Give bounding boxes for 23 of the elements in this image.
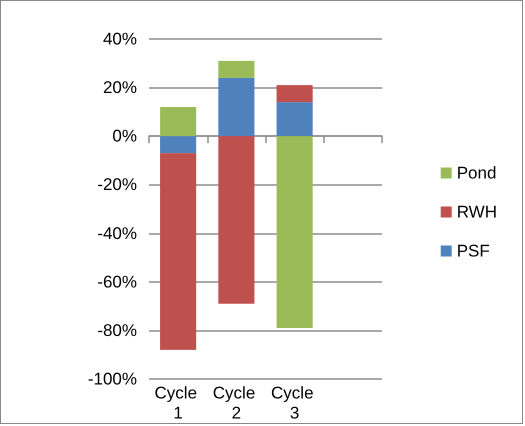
y-tick-label: -80% (97, 320, 137, 340)
legend-label: PSF (456, 242, 490, 260)
bar (218, 60, 254, 78)
y-tick-label: 0% (112, 126, 137, 146)
y-tick-label: -40% (97, 224, 137, 243)
x-tick-label: Cycle 1 (154, 384, 202, 422)
legend-label: Pond (456, 164, 496, 182)
bar (276, 85, 313, 102)
bar (160, 153, 196, 350)
legend-label: RWH (456, 202, 498, 222)
bar (276, 102, 313, 136)
y-tick-label: -60% (97, 272, 137, 292)
bar (218, 78, 254, 136)
bar (276, 136, 313, 328)
y-tick-label: -100% (88, 370, 137, 388)
x-tick-label: Cycle 3 (271, 384, 318, 422)
bar (160, 136, 196, 154)
bar (218, 136, 254, 304)
y-tick-label: 40% (102, 30, 137, 48)
y-tick-label: -20% (97, 175, 137, 194)
x-tick-label: Cycle 2 (212, 384, 260, 422)
y-tick-label: 20% (102, 78, 137, 98)
bar (160, 107, 196, 136)
